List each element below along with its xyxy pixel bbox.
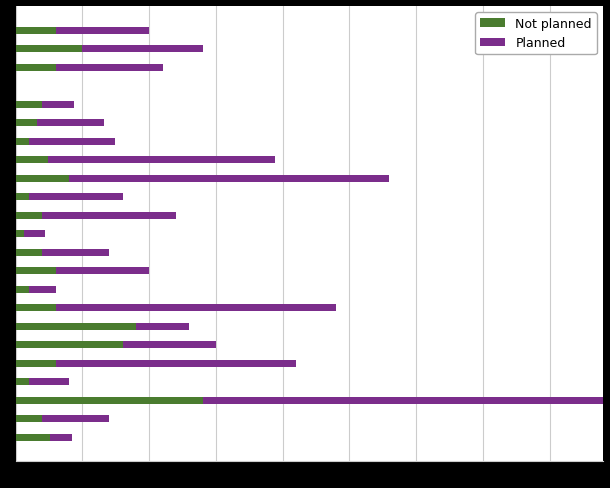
Bar: [16, 434, 51, 441]
Bar: [16, 231, 24, 238]
Bar: [56, 64, 163, 72]
Bar: [16, 360, 56, 367]
Bar: [16, 120, 37, 127]
Bar: [43, 249, 109, 256]
Bar: [82, 46, 203, 53]
Bar: [16, 323, 136, 330]
Bar: [29, 378, 69, 386]
Bar: [51, 434, 72, 441]
Bar: [16, 175, 69, 183]
Bar: [16, 212, 43, 219]
Bar: [56, 267, 149, 275]
Bar: [43, 415, 109, 422]
Bar: [16, 305, 56, 311]
Bar: [24, 231, 45, 238]
Bar: [16, 249, 43, 256]
Bar: [136, 323, 189, 330]
Bar: [16, 342, 123, 348]
Bar: [69, 175, 390, 183]
Bar: [16, 64, 56, 72]
Bar: [203, 397, 610, 404]
Bar: [29, 139, 115, 145]
Bar: [16, 157, 48, 164]
Bar: [43, 212, 176, 219]
Bar: [16, 102, 43, 108]
Bar: [16, 378, 29, 386]
Bar: [37, 120, 104, 127]
Bar: [29, 194, 123, 201]
Bar: [16, 415, 43, 422]
Bar: [16, 267, 56, 275]
Bar: [43, 102, 74, 108]
Bar: [16, 397, 203, 404]
Bar: [48, 157, 274, 164]
Bar: [56, 28, 149, 35]
Bar: [16, 194, 29, 201]
Bar: [16, 28, 56, 35]
Legend: Not planned, Planned: Not planned, Planned: [475, 13, 597, 55]
Bar: [16, 46, 82, 53]
Bar: [29, 286, 56, 293]
Bar: [123, 342, 216, 348]
Bar: [16, 286, 29, 293]
Bar: [56, 360, 296, 367]
Bar: [56, 305, 336, 311]
Bar: [16, 139, 29, 145]
